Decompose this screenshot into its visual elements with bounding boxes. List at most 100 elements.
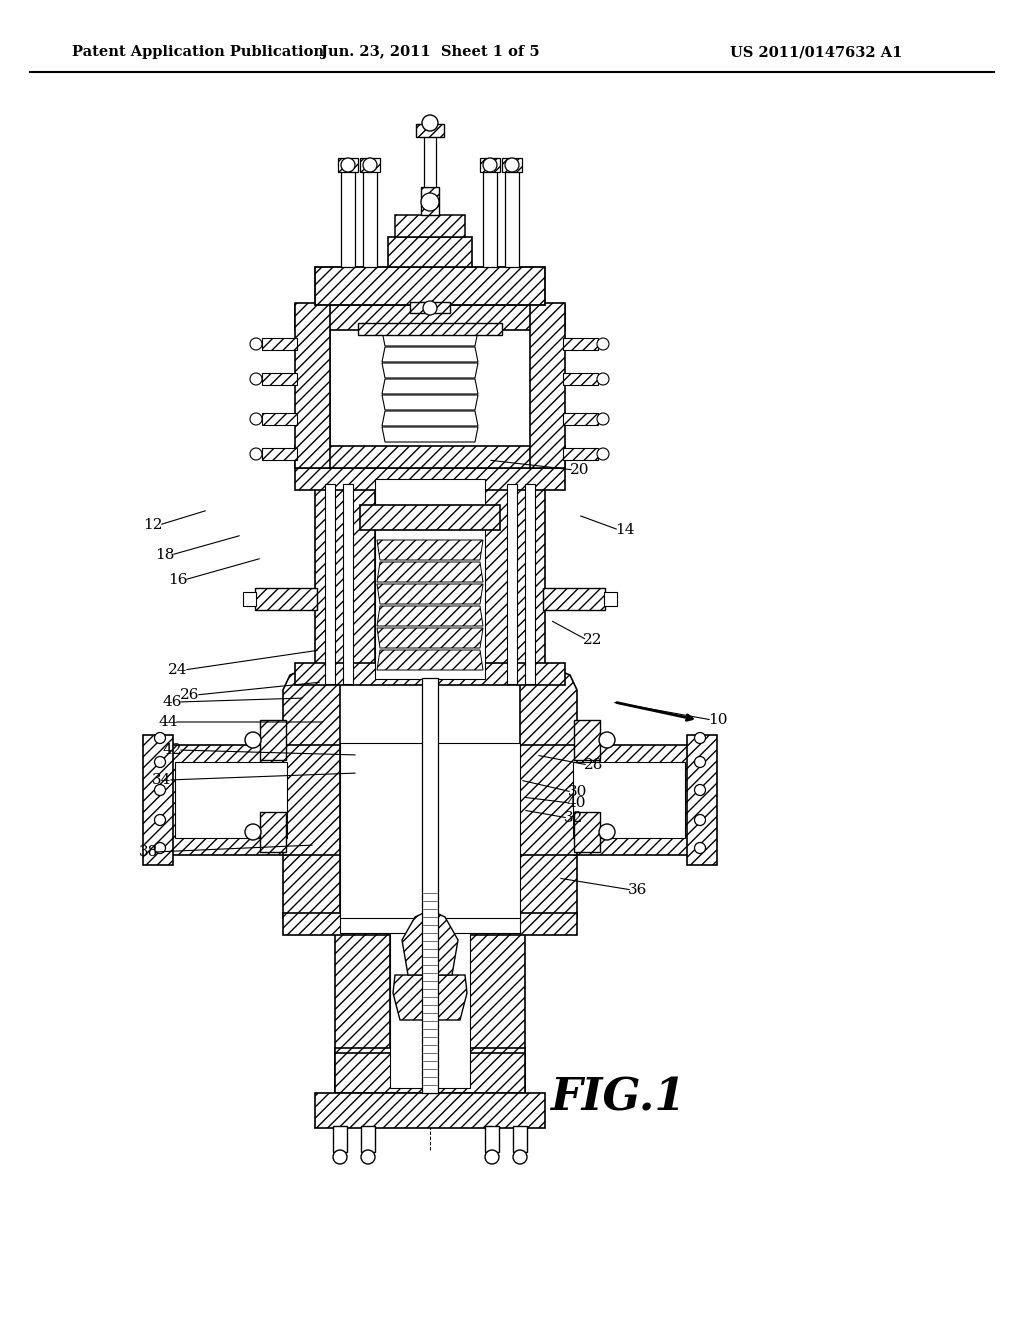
Circle shape [245, 733, 261, 748]
Circle shape [513, 1150, 527, 1164]
Polygon shape [390, 917, 470, 1088]
Polygon shape [563, 338, 598, 350]
Polygon shape [563, 447, 598, 459]
Text: 20: 20 [570, 463, 590, 477]
Polygon shape [388, 238, 472, 267]
Polygon shape [382, 411, 478, 426]
Text: FIG.1: FIG.1 [550, 1077, 686, 1119]
Circle shape [599, 733, 615, 748]
Text: 14: 14 [615, 523, 635, 537]
Polygon shape [382, 347, 478, 362]
Text: 34: 34 [153, 774, 172, 787]
Text: 42: 42 [162, 743, 181, 756]
Circle shape [485, 1150, 499, 1164]
Polygon shape [340, 743, 520, 917]
Circle shape [694, 756, 706, 767]
Text: 32: 32 [564, 810, 584, 825]
Polygon shape [382, 426, 478, 442]
Text: 24: 24 [168, 663, 187, 677]
Circle shape [155, 756, 166, 767]
Polygon shape [485, 1126, 499, 1152]
Polygon shape [421, 187, 439, 215]
Polygon shape [502, 158, 522, 172]
Text: 46: 46 [162, 696, 181, 709]
Polygon shape [485, 470, 545, 680]
Polygon shape [362, 168, 377, 267]
Polygon shape [283, 665, 340, 917]
Polygon shape [574, 719, 600, 760]
Polygon shape [377, 562, 483, 582]
Polygon shape [513, 1126, 527, 1152]
Polygon shape [283, 913, 577, 935]
Circle shape [250, 413, 262, 425]
Polygon shape [361, 1126, 375, 1152]
Polygon shape [295, 469, 565, 490]
Polygon shape [360, 158, 380, 172]
Polygon shape [315, 470, 375, 680]
Polygon shape [505, 168, 519, 267]
Circle shape [423, 301, 437, 315]
Circle shape [694, 842, 706, 854]
Circle shape [250, 374, 262, 385]
Circle shape [597, 447, 609, 459]
Polygon shape [262, 447, 297, 459]
Polygon shape [340, 913, 520, 933]
Polygon shape [520, 665, 577, 917]
Polygon shape [243, 591, 256, 606]
Text: 12: 12 [143, 517, 163, 532]
Text: Jun. 23, 2011  Sheet 1 of 5: Jun. 23, 2011 Sheet 1 of 5 [321, 45, 540, 59]
Polygon shape [377, 583, 483, 605]
Circle shape [505, 158, 519, 172]
Polygon shape [422, 678, 438, 1093]
Polygon shape [260, 719, 286, 760]
Circle shape [250, 447, 262, 459]
Polygon shape [470, 917, 525, 1093]
Polygon shape [341, 168, 355, 267]
Text: 16: 16 [168, 573, 187, 587]
Polygon shape [377, 628, 483, 648]
Polygon shape [295, 663, 565, 685]
Polygon shape [402, 909, 458, 975]
Polygon shape [423, 873, 437, 1093]
Polygon shape [143, 735, 173, 865]
Polygon shape [295, 446, 565, 469]
Polygon shape [255, 587, 317, 610]
Text: Patent Application Publication: Patent Application Publication [72, 45, 324, 59]
Polygon shape [424, 132, 436, 187]
Polygon shape [175, 762, 287, 838]
Text: 28: 28 [585, 758, 604, 772]
Polygon shape [295, 305, 565, 330]
Text: US 2011/0147632 A1: US 2011/0147632 A1 [730, 45, 902, 59]
Polygon shape [315, 1093, 545, 1129]
Text: 36: 36 [629, 883, 648, 898]
Polygon shape [410, 302, 450, 313]
Polygon shape [574, 744, 712, 855]
Circle shape [597, 338, 609, 350]
Polygon shape [375, 479, 485, 678]
Polygon shape [483, 168, 497, 267]
Circle shape [361, 1150, 375, 1164]
Polygon shape [343, 484, 353, 684]
Polygon shape [563, 374, 598, 385]
Polygon shape [480, 158, 500, 172]
Polygon shape [525, 484, 535, 684]
Circle shape [245, 824, 261, 840]
Circle shape [341, 158, 355, 172]
Polygon shape [382, 363, 478, 378]
Circle shape [694, 784, 706, 796]
Circle shape [694, 733, 706, 743]
Circle shape [362, 158, 377, 172]
Polygon shape [382, 331, 478, 346]
Polygon shape [574, 812, 600, 851]
Text: 38: 38 [138, 845, 158, 859]
Polygon shape [395, 215, 465, 238]
Circle shape [250, 338, 262, 350]
Text: 40: 40 [566, 796, 586, 810]
Polygon shape [604, 591, 617, 606]
Text: 30: 30 [568, 785, 588, 799]
Polygon shape [262, 374, 297, 385]
Polygon shape [382, 395, 478, 411]
Polygon shape [393, 975, 467, 1020]
Polygon shape [530, 304, 565, 469]
Text: 18: 18 [156, 548, 175, 562]
